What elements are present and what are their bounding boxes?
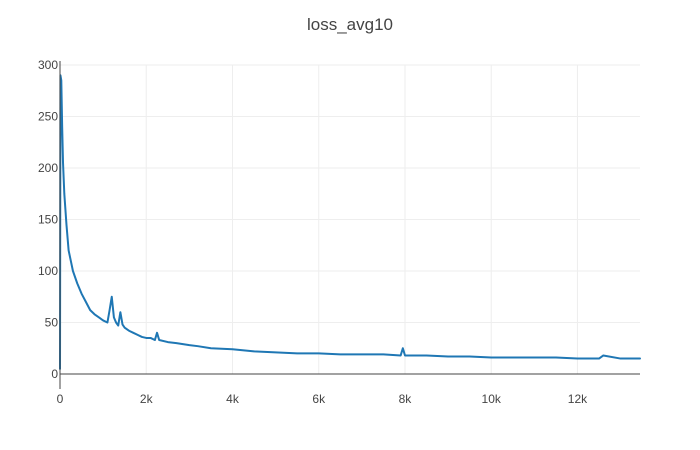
y-tick-label: 250 — [38, 110, 58, 124]
y-tick-label: 100 — [38, 264, 58, 278]
x-tick-label: 12k — [568, 392, 588, 406]
x-tick-label: 0 — [57, 392, 64, 406]
x-tick-label: 8k — [399, 392, 413, 406]
axes: 0 50 100 150 200 250 300 0 2k 4k 6k 8k 10k 12k — [38, 58, 640, 406]
series-line — [59, 74, 641, 370]
y-tick-label: 0 — [51, 367, 58, 381]
grid — [60, 64, 640, 374]
x-tick-label: 10k — [482, 392, 502, 406]
chart-title: loss_avg10 — [307, 15, 393, 34]
y-tick-label: 200 — [38, 161, 58, 175]
x-tick-label: 6k — [312, 392, 326, 406]
y-tick-label: 300 — [38, 58, 58, 72]
x-tick-label: 4k — [226, 392, 240, 406]
plot-area — [59, 74, 641, 370]
y-tick-label: 50 — [45, 316, 59, 330]
x-tick-label: 2k — [140, 392, 154, 406]
y-tick-label: 150 — [38, 213, 58, 227]
